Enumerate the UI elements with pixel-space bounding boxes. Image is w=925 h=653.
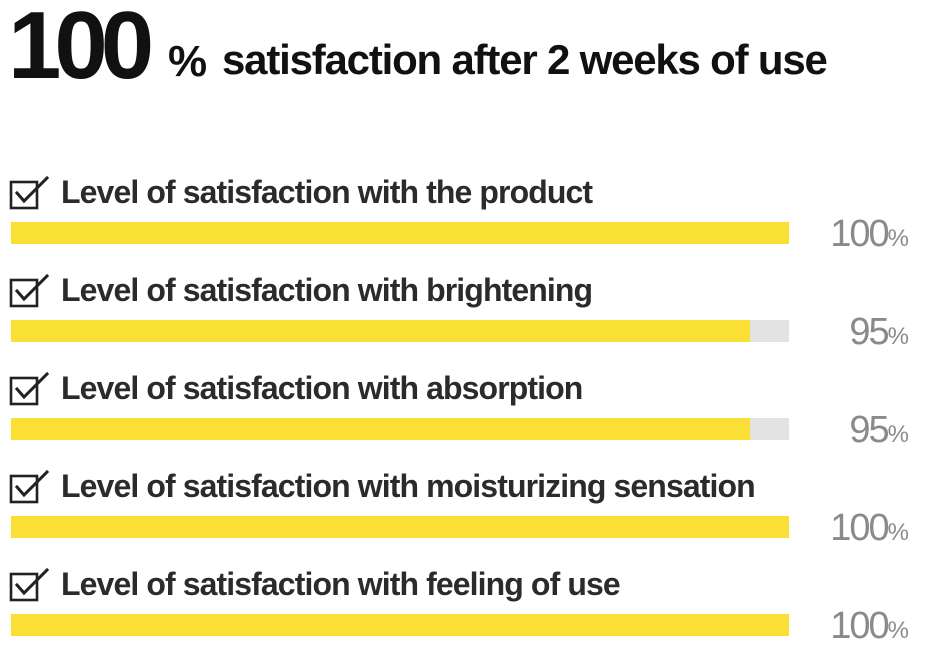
bar-category-label: Level of satisfaction with the product [61,174,593,210]
bar-fill [11,614,789,636]
bar-track [11,516,789,538]
chart-row: Level of satisfaction with moisturizing … [0,464,925,554]
bar-value-number: 95 [849,409,889,451]
bar-fill [11,222,789,244]
bar-track [11,222,789,244]
bar-value-label: 95% [849,310,909,359]
bar-value-number: 100 [830,213,889,255]
bar-value-unit: % [887,225,909,252]
bar-category-label: Level of satisfaction with feeling of us… [61,566,621,602]
checkbox-checked-icon [9,274,50,308]
bar-value-unit: % [887,617,909,644]
checkbox-checked-icon [9,176,50,210]
bar-track [11,614,789,636]
chart-row: Level of satisfaction with brightening 95… [0,268,925,358]
bar-value-number: 100 [830,605,889,647]
bar-value-label: 100% [830,212,909,261]
bar-track [11,418,789,440]
bar-value-label: 100% [830,506,909,555]
bar-value-label: 95% [849,408,909,457]
bar-fill [11,516,789,538]
headline-text: satisfaction after 2 weeks of use [222,36,828,83]
bar-track [11,320,789,342]
bar-value-number: 100 [830,507,889,549]
bar-fill [11,320,751,342]
checkbox-checked-icon [9,470,50,504]
bar-fill [11,418,751,440]
chart-row: Level of satisfaction with feeling of us… [0,562,925,652]
bar-value-unit: % [887,421,909,448]
bar-category-label: Level of satisfaction with brightening [61,272,593,308]
bar-category-label: Level of satisfaction with moisturizing … [61,468,756,504]
chart-row: Level of satisfaction with the product 10… [0,170,925,260]
bar-value-label: 100% [830,604,909,653]
bar-value-unit: % [887,519,909,546]
headline-percent-sign: % [168,37,208,86]
checkbox-checked-icon [9,372,50,406]
bar-value-unit: % [887,323,909,350]
bar-category-label: Level of satisfaction with absorption [61,370,583,406]
headline-big-number: 100 [8,0,154,99]
chart-row: Level of satisfaction with absorption 95% [0,366,925,456]
checkbox-checked-icon [9,568,50,602]
bar-value-number: 95 [849,311,889,353]
